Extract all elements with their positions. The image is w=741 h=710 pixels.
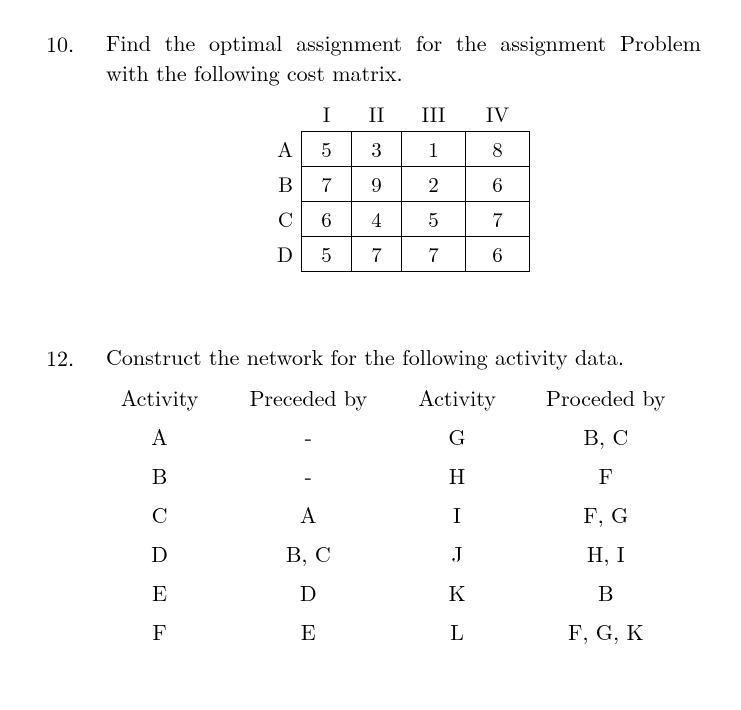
activity-cell: E [213,612,403,651]
question-number: 12. [40,342,106,373]
matrix-cell: 7 [402,237,466,272]
matrix-cell: 6 [466,237,530,272]
activity-cell: - [213,456,403,495]
activity-cell: F [511,456,701,495]
question-body: Construct the network for the following … [106,342,701,651]
matrix-cell: 8 [466,132,530,167]
activity-cell: B [106,456,213,495]
activity-cell: F, G, K [511,612,701,651]
activity-cell: G [403,417,510,456]
activity-cell: H [403,456,510,495]
activity-cell: D [106,534,213,573]
question-text: Find the optimal assignment for the assi… [106,28,701,87]
matrix-cell: 5 [302,237,352,272]
matrix-cell: 9 [352,167,402,202]
cost-matrix-wrapper: I II III IV A 5 3 1 8 B 7 [277,97,530,272]
question-12: 12. Construct the network for the follow… [40,342,701,651]
activity-header: Activity [403,378,510,417]
row-label: B [277,167,302,202]
row-label: A [277,132,302,167]
activity-header: Activity [106,378,213,417]
activity-cell: H, I [511,534,701,573]
activity-cell: - [213,417,403,456]
matrix-cell: 7 [352,237,402,272]
activity-cell: F [106,612,213,651]
matrix-cell: 5 [402,202,466,237]
activity-cell: K [403,573,510,612]
question-number: 10. [40,28,106,59]
matrix-cell: 6 [302,202,352,237]
activity-cell: A [106,417,213,456]
matrix-cell: 4 [352,202,402,237]
question-10: 10. Find the optimal assignment for the … [40,28,701,272]
cost-matrix-table: I II III IV A 5 3 1 8 B 7 [277,97,530,272]
activity-cell: A [213,495,403,534]
activity-cell: B [511,573,701,612]
matrix-cell: 2 [402,167,466,202]
activity-cell: C [106,495,213,534]
activity-cell: J [403,534,510,573]
col-header: IV [466,97,530,132]
matrix-cell: 7 [466,202,530,237]
activity-cell: B, C [213,534,403,573]
activity-cell: L [403,612,510,651]
col-header: II [352,97,402,132]
activity-cell: D [213,573,403,612]
col-header: I [302,97,352,132]
activity-cell: E [106,573,213,612]
col-header: III [402,97,466,132]
matrix-cell: 7 [302,167,352,202]
matrix-cell: 1 [402,132,466,167]
question-text: Construct the network for the following … [106,342,701,372]
activity-cell: I [403,495,510,534]
activity-header: Preceded by [213,378,403,417]
activity-table: Activity Preceded by Activity Proceded b… [106,378,701,651]
matrix-cell: 5 [302,132,352,167]
row-label: D [277,237,302,272]
matrix-cell: 6 [466,167,530,202]
question-body: Find the optimal assignment for the assi… [106,28,701,272]
matrix-cell: 3 [352,132,402,167]
activity-cell: B, C [511,417,701,456]
activity-cell: F, G [511,495,701,534]
row-label: C [277,202,302,237]
activity-header: Proceded by [511,378,701,417]
